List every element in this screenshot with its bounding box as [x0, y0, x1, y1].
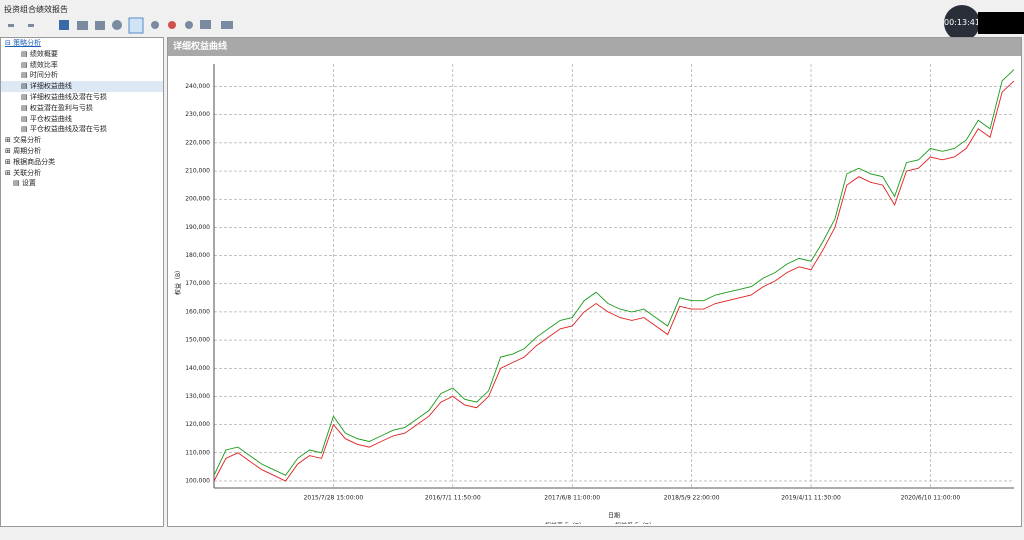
- legend-label: 权益低点（B）: [615, 522, 655, 525]
- tree-node[interactable]: ▤ 绩效比率: [21, 60, 58, 69]
- y-tick-label: 100,000: [185, 477, 210, 484]
- tree-node[interactable]: ⊞ 周期分析: [5, 146, 42, 155]
- y-tick-label: 190,000: [185, 224, 210, 231]
- tree-node[interactable]: ▤ 绩效概要: [21, 49, 58, 58]
- tree-node[interactable]: ▤ 详细权益曲线: [1, 81, 163, 92]
- toolbar-icons[interactable]: [8, 17, 233, 34]
- y-tick-label: 170,000: [185, 280, 210, 287]
- y-tick-label: 220,000: [185, 139, 210, 146]
- x-tick-label: 2016/7/1 11:50:00: [425, 495, 481, 502]
- y-tick-label: 110,000: [185, 449, 210, 456]
- y-tick-label: 130,000: [185, 393, 210, 400]
- tree-node[interactable]: ▤ 权益潜在盈利与亏损: [21, 103, 93, 112]
- y-tick-label: 140,000: [185, 365, 210, 372]
- tree-node[interactable]: ⊞ 交易分析: [5, 136, 42, 145]
- x-tick-label: 2018/5/9 22:00:00: [664, 495, 720, 502]
- nav-tree: ⊟ 策略分析 ▤ 绩效概要 ▤ 绩效比率 ▤ 时间分析 ▤ 详细权益曲线 ▤ 详…: [0, 37, 164, 527]
- y-tick-label: 200,000: [185, 196, 210, 203]
- x-tick-label: 2015/7/28 15:00:00: [304, 495, 364, 502]
- tree-node[interactable]: ⊞ 根据商品分类: [5, 157, 56, 166]
- tree-node[interactable]: ⊟ 策略分析: [5, 39, 42, 47]
- window-title: 投资组合绩效报告: [4, 5, 68, 14]
- y-axis-label: 权益（B）: [174, 267, 182, 295]
- series-line: [213, 80, 1015, 482]
- y-tick-label: 180,000: [185, 252, 210, 259]
- tree-node[interactable]: ▤ 设置: [13, 179, 36, 188]
- x-axis-label: 日期: [608, 512, 620, 520]
- toolbar: [8, 17, 233, 34]
- x-tick-label: 2017/6/8 11:00:00: [544, 495, 600, 502]
- tree-node[interactable]: ▤ 详细权益曲线及潜在亏损: [21, 92, 107, 101]
- tree-node[interactable]: ▤ 平仓权益曲线: [21, 114, 72, 123]
- y-tick-label: 210,000: [185, 168, 210, 175]
- legend-label: 权益高点（B）: [545, 522, 585, 525]
- recording-timer: 00:13:41: [944, 5, 980, 41]
- y-tick-label: 230,000: [185, 111, 210, 118]
- tree-node[interactable]: ⊞ 关联分析: [5, 168, 42, 177]
- y-tick-label: 120,000: [185, 421, 210, 428]
- y-tick-label: 150,000: [185, 337, 210, 344]
- panel-title: 详细权益曲线: [168, 38, 1021, 56]
- recording-controls[interactable]: [978, 12, 1024, 34]
- y-tick-label: 240,000: [185, 83, 210, 90]
- y-tick-label: 160,000: [185, 308, 210, 315]
- chart: 权益（B） 日期 100,000 110,000 120,000 130,000 140…: [174, 64, 1015, 530]
- x-tick-label: 2020/6/10 11:00:00: [901, 495, 961, 502]
- chart-panel: 详细权益曲线 权益（B） 日期 100,000 110,000 120,000 130…: [167, 37, 1022, 530]
- x-tick-label: 2019/4/11 11:30:00: [781, 495, 841, 502]
- series-line: [213, 69, 1015, 476]
- tree-node[interactable]: ▤ 时间分析: [21, 71, 58, 80]
- tree-node[interactable]: ▤ 平仓权益曲线及潜在亏损: [21, 125, 107, 134]
